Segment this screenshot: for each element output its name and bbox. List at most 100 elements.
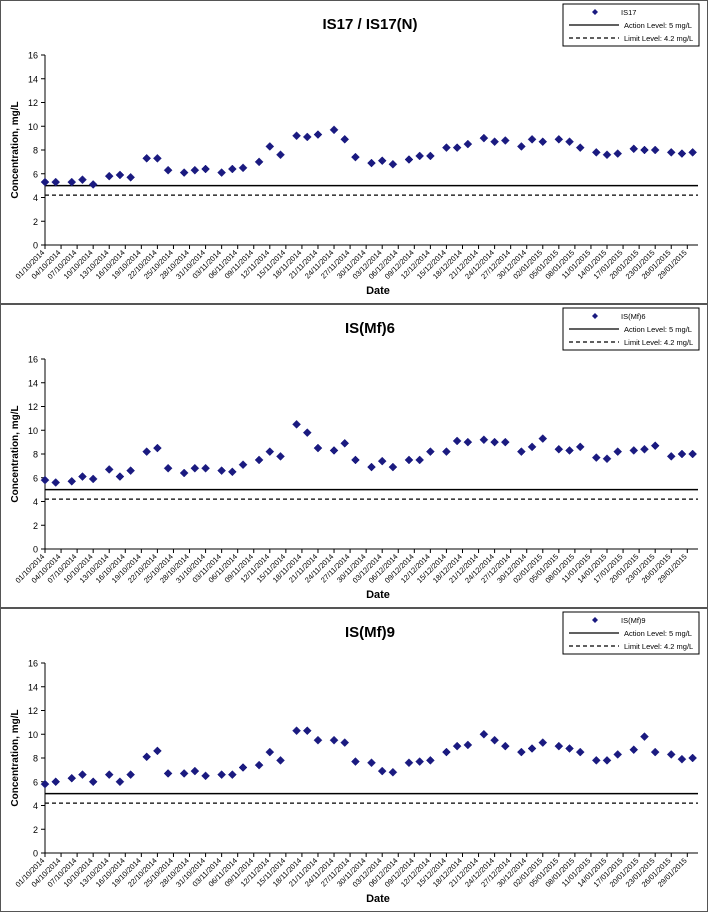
data-point	[40, 475, 50, 485]
data-point	[463, 139, 473, 149]
chart-title: IS17 / IS17(N)	[322, 16, 417, 33]
chart-panel-is17: IS17 / IS17(N) 0 2 4 6 8 10 12 14 16 Concentration…	[0, 0, 708, 304]
data-point	[329, 125, 339, 135]
data-point	[67, 773, 77, 783]
data-point	[377, 156, 387, 166]
y-tick-label: 10	[28, 426, 38, 436]
x-axis-label: Date	[366, 893, 390, 905]
data-point	[227, 467, 237, 477]
data-point	[565, 137, 574, 147]
data-point	[217, 168, 226, 177]
data-point	[479, 435, 489, 445]
data-point	[351, 152, 360, 162]
legend-label: Action Level: 5 mg/L	[624, 21, 692, 30]
y-tick-label: 12	[28, 98, 38, 108]
data-point	[351, 757, 360, 766]
data-point	[527, 442, 537, 452]
legend-label: Limit Level: 4.2 mg/L	[624, 338, 693, 347]
data-point	[640, 444, 649, 454]
data-point	[517, 747, 526, 757]
data-point	[575, 747, 585, 757]
y-tick-label: 14	[28, 378, 38, 388]
data-point	[517, 447, 526, 456]
data-point	[677, 754, 687, 764]
data-point	[227, 164, 237, 174]
y-tick-label: 2	[33, 217, 38, 227]
data-point	[463, 740, 473, 750]
legend-label: Limit Level: 4.2 mg/L	[624, 642, 693, 651]
chart-frame	[0, 304, 708, 608]
data-point	[217, 466, 226, 475]
data-point	[302, 428, 312, 437]
data-point	[629, 446, 639, 455]
y-tick-label: 14	[28, 74, 38, 84]
data-point	[292, 726, 301, 736]
data-point	[613, 447, 623, 456]
x-axis-label: Date	[366, 589, 390, 601]
data-point	[602, 150, 612, 160]
data-point	[329, 735, 339, 745]
data-point	[452, 741, 462, 751]
data-point	[479, 133, 489, 143]
y-tick-label: 10	[28, 730, 38, 740]
y-tick-label: 0	[33, 241, 38, 251]
y-tick-label: 14	[28, 682, 38, 692]
y-axis-label: Concentration, mg/L	[10, 101, 21, 198]
data-point	[490, 735, 499, 745]
data-point	[377, 766, 387, 776]
data-point	[190, 766, 200, 776]
data-point	[404, 758, 414, 768]
chart-frame	[0, 0, 708, 304]
y-tick-label: 0	[33, 849, 38, 859]
data-point	[217, 770, 226, 779]
data-point	[276, 452, 285, 461]
data-point	[115, 777, 125, 787]
data-point	[367, 462, 376, 472]
data-point	[538, 137, 548, 147]
data-point	[340, 438, 350, 448]
data-point	[388, 767, 398, 777]
y-axis-label: Concentration, mg/L	[10, 405, 21, 502]
data-point	[292, 131, 301, 141]
chart-title: IS(Mf)9	[345, 624, 395, 641]
y-tick-label: 8	[33, 450, 38, 460]
data-point	[179, 769, 189, 778]
data-point	[190, 463, 200, 473]
data-point	[78, 175, 87, 185]
data-point	[276, 756, 285, 765]
data-point	[351, 455, 360, 465]
legend-label: Action Level: 5 mg/L	[624, 629, 692, 638]
data-point	[677, 449, 687, 459]
y-tick-label: 6	[33, 169, 38, 179]
data-point	[452, 436, 462, 446]
legend-marker-diamond	[592, 9, 598, 15]
data-point	[163, 769, 173, 778]
data-point	[666, 452, 676, 461]
data-point	[126, 172, 135, 182]
data-point	[415, 151, 425, 161]
data-point	[426, 447, 435, 456]
data-point	[565, 446, 574, 455]
y-tick-label: 4	[33, 497, 38, 507]
data-point	[613, 750, 623, 759]
data-point	[142, 752, 152, 762]
data-point	[602, 756, 612, 765]
data-point	[591, 453, 601, 462]
y-tick-label: 2	[33, 521, 38, 531]
y-tick-label: 4	[33, 193, 38, 203]
data-point	[190, 165, 200, 175]
data-point	[329, 446, 339, 455]
data-point	[463, 437, 473, 447]
data-point	[313, 735, 323, 745]
data-point	[415, 757, 425, 766]
y-tick-label: 2	[33, 825, 38, 835]
data-point	[677, 149, 687, 158]
data-point	[517, 142, 526, 151]
data-point	[527, 134, 537, 144]
data-point	[254, 157, 264, 167]
data-point	[613, 149, 623, 158]
y-tick-label: 10	[28, 122, 38, 132]
data-point	[442, 447, 451, 456]
data-point	[153, 746, 162, 756]
y-tick-label: 16	[28, 355, 38, 365]
